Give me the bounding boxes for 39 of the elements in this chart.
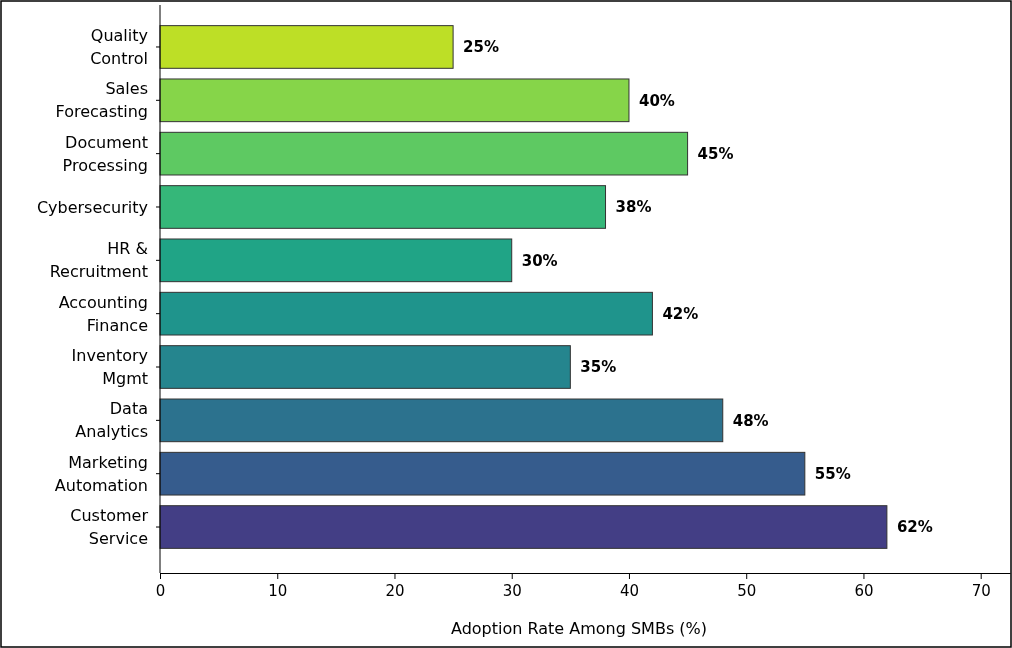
y-tick-label: Marketing Automation xyxy=(54,452,148,495)
data-label: 40% xyxy=(638,91,675,110)
data-label: 48% xyxy=(732,411,769,430)
x-tick-label: 20 xyxy=(385,581,405,600)
x-axis-title: Adoption Rate Among SMBs (%) xyxy=(450,619,708,638)
data-label: 38% xyxy=(615,198,652,217)
data-label: 25% xyxy=(463,38,500,57)
bar xyxy=(159,451,806,496)
data-label: 62% xyxy=(896,518,933,537)
bar xyxy=(159,291,653,336)
x-tick-label: 0 xyxy=(155,581,166,600)
bar xyxy=(159,131,689,176)
y-tick-label: Accounting Finance xyxy=(58,292,148,335)
bar xyxy=(159,185,607,229)
x-tick-label: 70 xyxy=(971,581,991,600)
bar xyxy=(159,78,630,123)
y-tick-label: Customer Service xyxy=(70,506,149,549)
bar xyxy=(159,345,571,389)
x-tick-label: 30 xyxy=(502,581,522,600)
y-tick-label: HR & Recruitment xyxy=(49,239,148,282)
y-tick-label: Inventory Mgmt xyxy=(71,346,148,389)
x-tick-label: 60 xyxy=(854,581,874,600)
bar xyxy=(159,25,454,69)
data-label: 45% xyxy=(697,144,734,163)
x-tick-label: 10 xyxy=(268,581,288,600)
x-tick-label: 50 xyxy=(737,581,757,600)
data-label: 42% xyxy=(662,304,699,323)
data-label: 35% xyxy=(580,358,617,377)
y-tick-label: Sales Forecasting xyxy=(55,79,148,122)
x-tick-label: 40 xyxy=(619,581,640,600)
y-tick-label: Data Analytics xyxy=(75,399,148,442)
bar xyxy=(159,505,888,549)
y-tick-label: Quality Control xyxy=(90,26,148,69)
y-tick-label: Cybersecurity xyxy=(36,197,148,217)
data-label: 30% xyxy=(521,251,558,270)
y-tick-label: Document Processing xyxy=(62,132,148,175)
bar xyxy=(159,238,513,283)
data-label: 55% xyxy=(814,464,851,483)
bar xyxy=(159,398,724,443)
